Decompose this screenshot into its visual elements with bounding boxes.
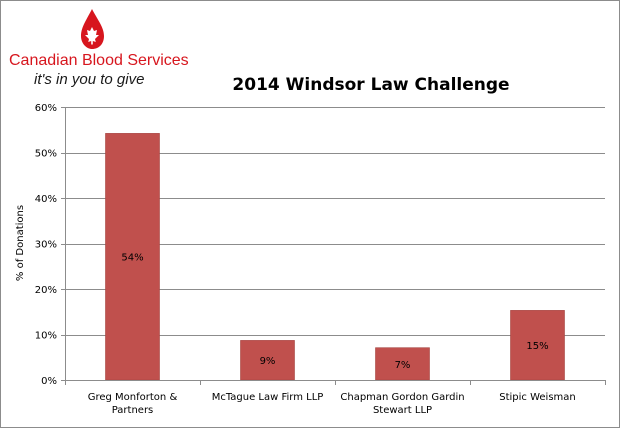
axes [61,107,606,385]
y-tick-label: 60% [35,103,57,114]
x-category-label: Stipic Weisman [499,392,576,403]
y-tick-label: 50% [35,149,57,160]
y-tick-label: 40% [35,194,57,205]
x-category-label: Partners [112,405,154,416]
brand-name: Canadian Blood Services [9,52,189,69]
maple-leaf-shape [85,27,99,45]
y-tick-label: 0% [41,376,57,387]
x-category-label: Chapman Gordon Gardin [340,392,464,403]
bars [105,133,565,381]
y-tick-label: 30% [35,240,57,251]
blood-drop-maple-leaf-icon [81,9,104,49]
chart-title: 2014 Windsor Law Challenge [232,75,510,95]
data-label: 7% [395,360,411,371]
y-tick-labels: 0% 10% 20% 30% 40% 50% 60% [35,103,57,387]
x-category-label: McTague Law Firm LLP [212,392,324,403]
data-label: 9% [260,356,276,367]
x-category-labels: Greg Monforton & Partners McTague Law Firm… [88,392,576,416]
data-label: 54% [121,253,143,264]
y-tick-label: 20% [35,285,57,296]
y-axis-title: % of Donations [15,205,26,281]
brand-tagline: it's in you to give [34,71,145,88]
x-category-label: Greg Monforton & [88,392,178,403]
canadian-blood-services-logo: Canadian Blood Services it's in you to g… [1,1,201,91]
x-category-label: Stewart LLP [373,405,432,416]
data-label: 15% [526,341,548,352]
data-labels: 54% 9% 7% 15% [121,253,548,371]
y-tick-label: 10% [35,331,57,342]
